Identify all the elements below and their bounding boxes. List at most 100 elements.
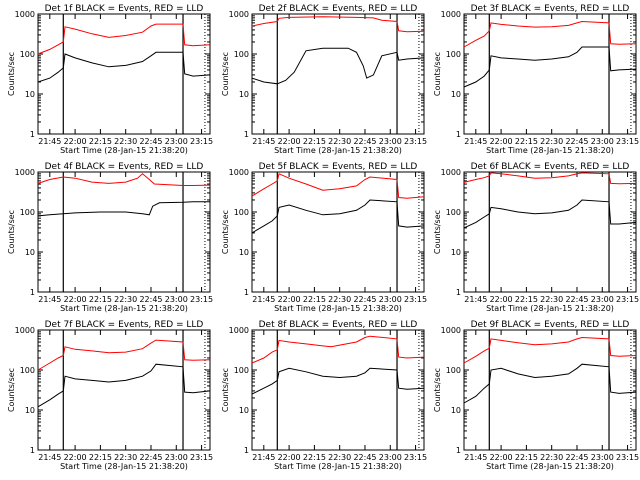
x-tick-label: 22:45 bbox=[353, 453, 376, 462]
x-tick-label: 22:45 bbox=[353, 137, 376, 146]
chart-title: Det 3f BLACK = Events, RED = LLD bbox=[471, 4, 630, 14]
x-tick-label: 23:15 bbox=[190, 453, 213, 462]
plot-frame bbox=[37, 171, 211, 293]
y-tick-label: 100 bbox=[20, 366, 35, 375]
y-tick-label: 1 bbox=[244, 288, 249, 297]
y-tick-label: 10 bbox=[25, 248, 35, 257]
x-tick-label: 22:30 bbox=[114, 295, 137, 304]
x-tick-label: 22:30 bbox=[328, 137, 351, 146]
x-tick-label: 22:00 bbox=[490, 295, 513, 304]
events-series-line bbox=[463, 199, 637, 229]
y-tick-label: 10 bbox=[239, 90, 249, 99]
x-tick-label: 23:15 bbox=[190, 137, 213, 146]
y-axis-label: Counts/sec bbox=[7, 210, 16, 254]
events-series-line bbox=[251, 367, 425, 395]
y-tick-label: 100 bbox=[20, 208, 35, 217]
detector-chart-8: Det 8f BLACK = Events, RED = LLD 1 10 100 10… bbox=[221, 320, 427, 471]
x-tick-label: 22:15 bbox=[515, 295, 538, 304]
x-tick-label: 21:45 bbox=[38, 453, 61, 462]
x-tick-label: 22:00 bbox=[278, 137, 301, 146]
x-tick-label: 21:45 bbox=[464, 295, 487, 304]
y-tick-label: 10 bbox=[25, 90, 35, 99]
lld-series-line bbox=[37, 23, 211, 55]
y-tick-label: 1000 bbox=[15, 168, 35, 177]
x-tick-label: 23:15 bbox=[616, 137, 639, 146]
y-tick-label: 100 bbox=[234, 50, 249, 59]
detector-chart-9: Det 9f BLACK = Events, RED = LLD 1 10 100 10… bbox=[433, 320, 639, 471]
x-tick-label: 22:45 bbox=[353, 295, 376, 304]
x-axis-label: Start Time (28-Jan-15 21:38:20) bbox=[486, 304, 614, 313]
y-axis-label: Counts/sec bbox=[433, 52, 442, 96]
detector-chart-1: Det 1f BLACK = Events, RED = LLD 1 10 100 10… bbox=[7, 4, 213, 155]
y-tick-label: 100 bbox=[446, 208, 461, 217]
x-tick-label: 22:45 bbox=[139, 453, 162, 462]
y-tick-label: 10 bbox=[239, 248, 249, 257]
y-tick-label: 100 bbox=[234, 366, 249, 375]
y-tick-label: 10 bbox=[451, 90, 461, 99]
x-tick-label: 23:15 bbox=[404, 453, 427, 462]
x-tick-label: 22:30 bbox=[114, 137, 137, 146]
x-tick-label: 22:00 bbox=[64, 295, 87, 304]
x-tick-label: 23:00 bbox=[591, 295, 614, 304]
detector-chart-6: Det 6f BLACK = Events, RED = LLD 1 10 100 10… bbox=[433, 162, 639, 313]
x-tick-label: 22:15 bbox=[303, 295, 326, 304]
y-tick-label: 10 bbox=[451, 248, 461, 257]
events-series-line bbox=[37, 51, 211, 83]
x-tick-label: 22:00 bbox=[490, 453, 513, 462]
x-tick-label: 22:15 bbox=[89, 295, 112, 304]
plot-frame bbox=[251, 13, 425, 135]
detector-chart-4: Det 4f BLACK = Events, RED = LLD 1 10 100 10… bbox=[7, 162, 213, 313]
x-tick-label: 22:45 bbox=[565, 137, 588, 146]
x-tick-label: 22:15 bbox=[303, 137, 326, 146]
x-tick-label: 22:00 bbox=[490, 137, 513, 146]
plot-frame bbox=[251, 329, 425, 451]
x-tick-label: 22:00 bbox=[278, 295, 301, 304]
x-tick-label: 21:45 bbox=[252, 295, 275, 304]
lld-series-line bbox=[463, 172, 637, 185]
y-axis-label: Counts/sec bbox=[7, 52, 16, 96]
chart-title: Det 2f BLACK = Events, RED = LLD bbox=[259, 4, 418, 14]
events-series-line bbox=[37, 363, 211, 408]
y-tick-label: 1 bbox=[244, 446, 249, 455]
x-tick-label: 22:15 bbox=[515, 453, 538, 462]
lld-series-line bbox=[463, 336, 637, 364]
y-tick-label: 1 bbox=[456, 130, 461, 139]
events-series-line bbox=[463, 363, 637, 404]
chart-title: Det 5f BLACK = Events, RED = LLD bbox=[259, 162, 418, 172]
y-axis-label: Counts/sec bbox=[433, 210, 442, 254]
x-axis-label: Start Time (28-Jan-15 21:38:20) bbox=[486, 462, 614, 471]
x-tick-label: 22:30 bbox=[328, 453, 351, 462]
x-axis-label: Start Time (28-Jan-15 21:38:20) bbox=[486, 146, 614, 155]
y-axis-label: Counts/sec bbox=[221, 52, 230, 96]
x-tick-label: 21:45 bbox=[38, 295, 61, 304]
detector-chart-5: Det 5f BLACK = Events, RED = LLD 1 10 100 10… bbox=[221, 162, 427, 313]
x-axis-label: Start Time (28-Jan-15 21:38:20) bbox=[60, 146, 188, 155]
x-axis-label: Start Time (28-Jan-15 21:38:20) bbox=[274, 462, 402, 471]
detector-chart-2: Det 2f BLACK = Events, RED = LLD 1 10 100 10… bbox=[221, 4, 427, 155]
x-tick-label: 23:00 bbox=[379, 453, 402, 462]
chart-title: Det 6f BLACK = Events, RED = LLD bbox=[471, 162, 630, 172]
y-tick-label: 1000 bbox=[441, 10, 461, 19]
chart-title: Det 8f BLACK = Events, RED = LLD bbox=[259, 320, 418, 330]
x-tick-label: 22:15 bbox=[515, 137, 538, 146]
y-tick-label: 100 bbox=[234, 208, 249, 217]
events-series-line bbox=[37, 201, 210, 217]
y-tick-label: 1000 bbox=[229, 326, 249, 335]
x-axis-label: Start Time (28-Jan-15 21:38:20) bbox=[60, 304, 188, 313]
y-tick-label: 1000 bbox=[229, 168, 249, 177]
plot-frame bbox=[463, 13, 637, 135]
lld-series-line bbox=[37, 173, 211, 186]
x-tick-label: 23:00 bbox=[165, 453, 188, 462]
x-tick-label: 23:15 bbox=[404, 137, 427, 146]
x-tick-label: 22:30 bbox=[540, 137, 563, 146]
y-tick-label: 1000 bbox=[441, 168, 461, 177]
y-tick-label: 100 bbox=[20, 50, 35, 59]
chart-title: Det 4f BLACK = Events, RED = LLD bbox=[45, 162, 204, 172]
x-tick-label: 21:45 bbox=[38, 137, 61, 146]
lld-series-line bbox=[251, 173, 425, 199]
y-tick-label: 1000 bbox=[15, 326, 35, 335]
chart-title: Det 7f BLACK = Events, RED = LLD bbox=[45, 320, 204, 330]
y-tick-label: 1 bbox=[456, 288, 461, 297]
plot-frame bbox=[37, 329, 211, 451]
detector-chart-3: Det 3f BLACK = Events, RED = LLD 1 10 100 10… bbox=[433, 4, 639, 155]
